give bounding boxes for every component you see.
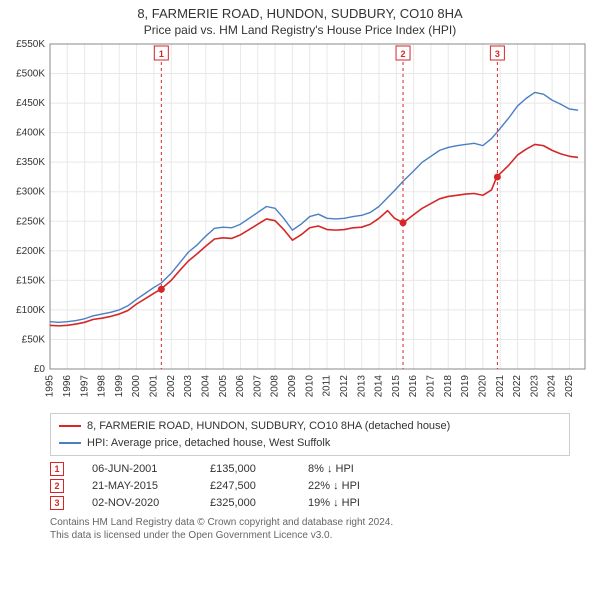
svg-text:2008: 2008 <box>270 375 281 398</box>
sale-price: £135,000 <box>210 463 280 475</box>
svg-text:£400K: £400K <box>16 128 45 139</box>
sale-row: 2 21-MAY-2015 £247,500 22% ↓ HPI <box>50 479 570 493</box>
svg-text:2009: 2009 <box>287 375 298 398</box>
sale-marker-box: 3 <box>50 496 64 510</box>
svg-text:£100K: £100K <box>16 305 45 316</box>
svg-text:2017: 2017 <box>426 375 437 398</box>
legend-swatch <box>59 442 81 444</box>
chart-title-block: 8, FARMERIE ROAD, HUNDON, SUDBURY, CO10 … <box>0 0 600 39</box>
sale-date: 02-NOV-2020 <box>92 497 182 509</box>
svg-text:2012: 2012 <box>339 375 350 398</box>
sales-table: 1 06-JUN-2001 £135,000 8% ↓ HPI 2 21-MAY-2015… <box>50 462 570 510</box>
svg-text:2002: 2002 <box>166 375 177 398</box>
svg-text:2014: 2014 <box>374 375 385 398</box>
svg-text:£350K: £350K <box>16 157 45 168</box>
svg-text:2: 2 <box>401 49 406 59</box>
svg-text:£250K: £250K <box>16 216 45 227</box>
legend-label: HPI: Average price, detached house, West… <box>87 435 330 452</box>
legend-swatch <box>59 425 81 427</box>
chart-legend: 8, FARMERIE ROAD, HUNDON, SUDBURY, CO10 … <box>50 413 570 456</box>
svg-text:2023: 2023 <box>529 375 540 398</box>
sale-hpi-diff: 22% ↓ HPI <box>308 480 388 492</box>
svg-text:2004: 2004 <box>200 375 211 398</box>
svg-text:2001: 2001 <box>149 375 160 398</box>
svg-text:2020: 2020 <box>477 375 488 398</box>
footnote: Contains HM Land Registry data © Crown c… <box>50 516 570 542</box>
sale-date: 21-MAY-2015 <box>92 480 182 492</box>
svg-text:2021: 2021 <box>495 375 506 398</box>
legend-item: HPI: Average price, detached house, West… <box>59 435 561 452</box>
svg-text:1999: 1999 <box>114 375 125 398</box>
svg-text:1: 1 <box>159 49 164 59</box>
svg-text:2003: 2003 <box>183 375 194 398</box>
svg-text:2024: 2024 <box>547 375 558 398</box>
sale-row: 3 02-NOV-2020 £325,000 19% ↓ HPI <box>50 496 570 510</box>
sale-price: £247,500 <box>210 480 280 492</box>
svg-text:2013: 2013 <box>356 375 367 398</box>
sale-date: 06-JUN-2001 <box>92 463 182 475</box>
svg-text:2016: 2016 <box>408 375 419 398</box>
sale-price: £325,000 <box>210 497 280 509</box>
footnote-line2: This data is licensed under the Open Gov… <box>50 529 570 542</box>
svg-text:£500K: £500K <box>16 69 45 80</box>
svg-text:1995: 1995 <box>45 375 56 398</box>
sale-hpi-diff: 19% ↓ HPI <box>308 497 388 509</box>
footnote-line1: Contains HM Land Registry data © Crown c… <box>50 516 570 529</box>
svg-text:2006: 2006 <box>235 375 246 398</box>
sale-row: 1 06-JUN-2001 £135,000 8% ↓ HPI <box>50 462 570 476</box>
svg-text:2010: 2010 <box>304 375 315 398</box>
svg-text:£200K: £200K <box>16 246 45 257</box>
legend-label: 8, FARMERIE ROAD, HUNDON, SUDBURY, CO10 … <box>87 418 450 435</box>
legend-item: 8, FARMERIE ROAD, HUNDON, SUDBURY, CO10 … <box>59 418 561 435</box>
svg-text:2011: 2011 <box>322 375 333 397</box>
svg-text:2015: 2015 <box>391 375 402 398</box>
price-chart: £0 £50K £100K £150K £200K £250K £300K £350K £400… <box>0 39 600 409</box>
sale-hpi-diff: 8% ↓ HPI <box>308 463 388 475</box>
title-subtitle: Price paid vs. HM Land Registry's House … <box>0 23 600 37</box>
svg-text:£300K: £300K <box>16 187 45 198</box>
svg-text:2005: 2005 <box>218 375 229 398</box>
sale-marker-box: 2 <box>50 479 64 493</box>
svg-text:£0: £0 <box>34 364 46 375</box>
svg-text:£150K: £150K <box>16 275 45 286</box>
svg-text:2022: 2022 <box>512 375 523 398</box>
svg-text:£50K: £50K <box>22 334 46 345</box>
svg-text:£550K: £550K <box>16 39 45 50</box>
sale-marker-box: 1 <box>50 462 64 476</box>
svg-text:1997: 1997 <box>79 375 90 398</box>
svg-text:2000: 2000 <box>131 375 142 398</box>
svg-text:2018: 2018 <box>443 375 454 398</box>
svg-text:3: 3 <box>495 49 500 59</box>
svg-text:1996: 1996 <box>62 375 73 398</box>
svg-text:£450K: £450K <box>16 98 45 109</box>
svg-text:2025: 2025 <box>564 375 575 398</box>
svg-text:2019: 2019 <box>460 375 471 398</box>
svg-text:1998: 1998 <box>97 375 108 398</box>
title-address: 8, FARMERIE ROAD, HUNDON, SUDBURY, CO10 … <box>0 6 600 21</box>
svg-text:2007: 2007 <box>252 375 263 398</box>
